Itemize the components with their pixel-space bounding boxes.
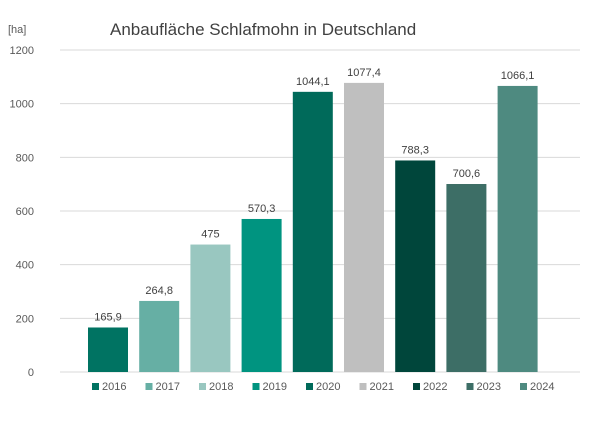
legend-label-2020: 2020	[316, 381, 340, 393]
bar-2024	[497, 85, 538, 372]
legend-label-2024: 2024	[530, 381, 554, 393]
legend-label-2018: 2018	[209, 381, 233, 393]
y-tick-label-1200: 1200	[10, 45, 34, 57]
y-tick-label-200: 200	[16, 313, 34, 325]
legend-swatch-2024	[520, 383, 527, 390]
legend-swatch-2018	[199, 383, 206, 390]
legend-swatch-2019	[252, 383, 260, 390]
bar-2022	[395, 160, 436, 372]
y-tick-label-600: 600	[16, 206, 34, 218]
y-tick-label-400: 400	[16, 260, 34, 272]
bar-2021	[344, 82, 384, 372]
data-label-2018: 475	[201, 229, 219, 241]
data-label-2024: 1066,1	[501, 70, 535, 82]
chart-title: Anbaufläche Schlafmohn in Deutschland	[110, 20, 416, 39]
legend: 2016 2017 2018 2019 2020 2021 2022 2023 2024	[92, 381, 554, 393]
legend-label-2017: 2017	[156, 381, 180, 393]
data-labels: 165,9 264,8 475 570,3 1044,1 1077,4 788,3 700,6…	[94, 67, 534, 324]
bar-2020	[292, 91, 333, 373]
legend-swatch-2020	[306, 383, 313, 390]
legend-swatch-2016	[92, 383, 99, 390]
legend-label-2022: 2022	[423, 381, 447, 393]
data-label-2020: 1044,1	[296, 76, 330, 88]
data-label-2019: 570,3	[248, 203, 276, 215]
y-tick-label-1000: 1000	[10, 99, 34, 111]
data-label-2021: 1077,4	[347, 67, 381, 79]
legend-swatch-2017	[145, 383, 153, 390]
bar-2018	[190, 244, 231, 372]
bar-2023	[446, 184, 487, 372]
data-label-2017: 264,8	[145, 285, 173, 297]
bar-2019	[241, 218, 282, 372]
y-axis-unit-label: [ha]	[8, 24, 26, 36]
bars	[88, 82, 538, 373]
data-label-2023: 700,6	[453, 168, 481, 180]
legend-swatch-2023	[466, 383, 474, 390]
data-label-2022: 788,3	[401, 144, 429, 156]
legend-label-2023: 2023	[477, 381, 501, 393]
legend-swatch-2022	[413, 383, 420, 390]
legend-swatch-2021	[359, 383, 367, 390]
legend-label-2016: 2016	[102, 381, 126, 393]
y-tick-label-0: 0	[28, 367, 34, 379]
data-label-2016: 165,9	[94, 311, 122, 323]
y-axis-ticks: 0 200 400 600 800 1000 1200	[10, 45, 34, 379]
y-tick-label-800: 800	[16, 152, 34, 164]
legend-label-2021: 2021	[370, 381, 394, 393]
bar-2016	[88, 327, 128, 372]
legend-label-2019: 2019	[263, 381, 287, 393]
bar-2017	[139, 300, 180, 372]
